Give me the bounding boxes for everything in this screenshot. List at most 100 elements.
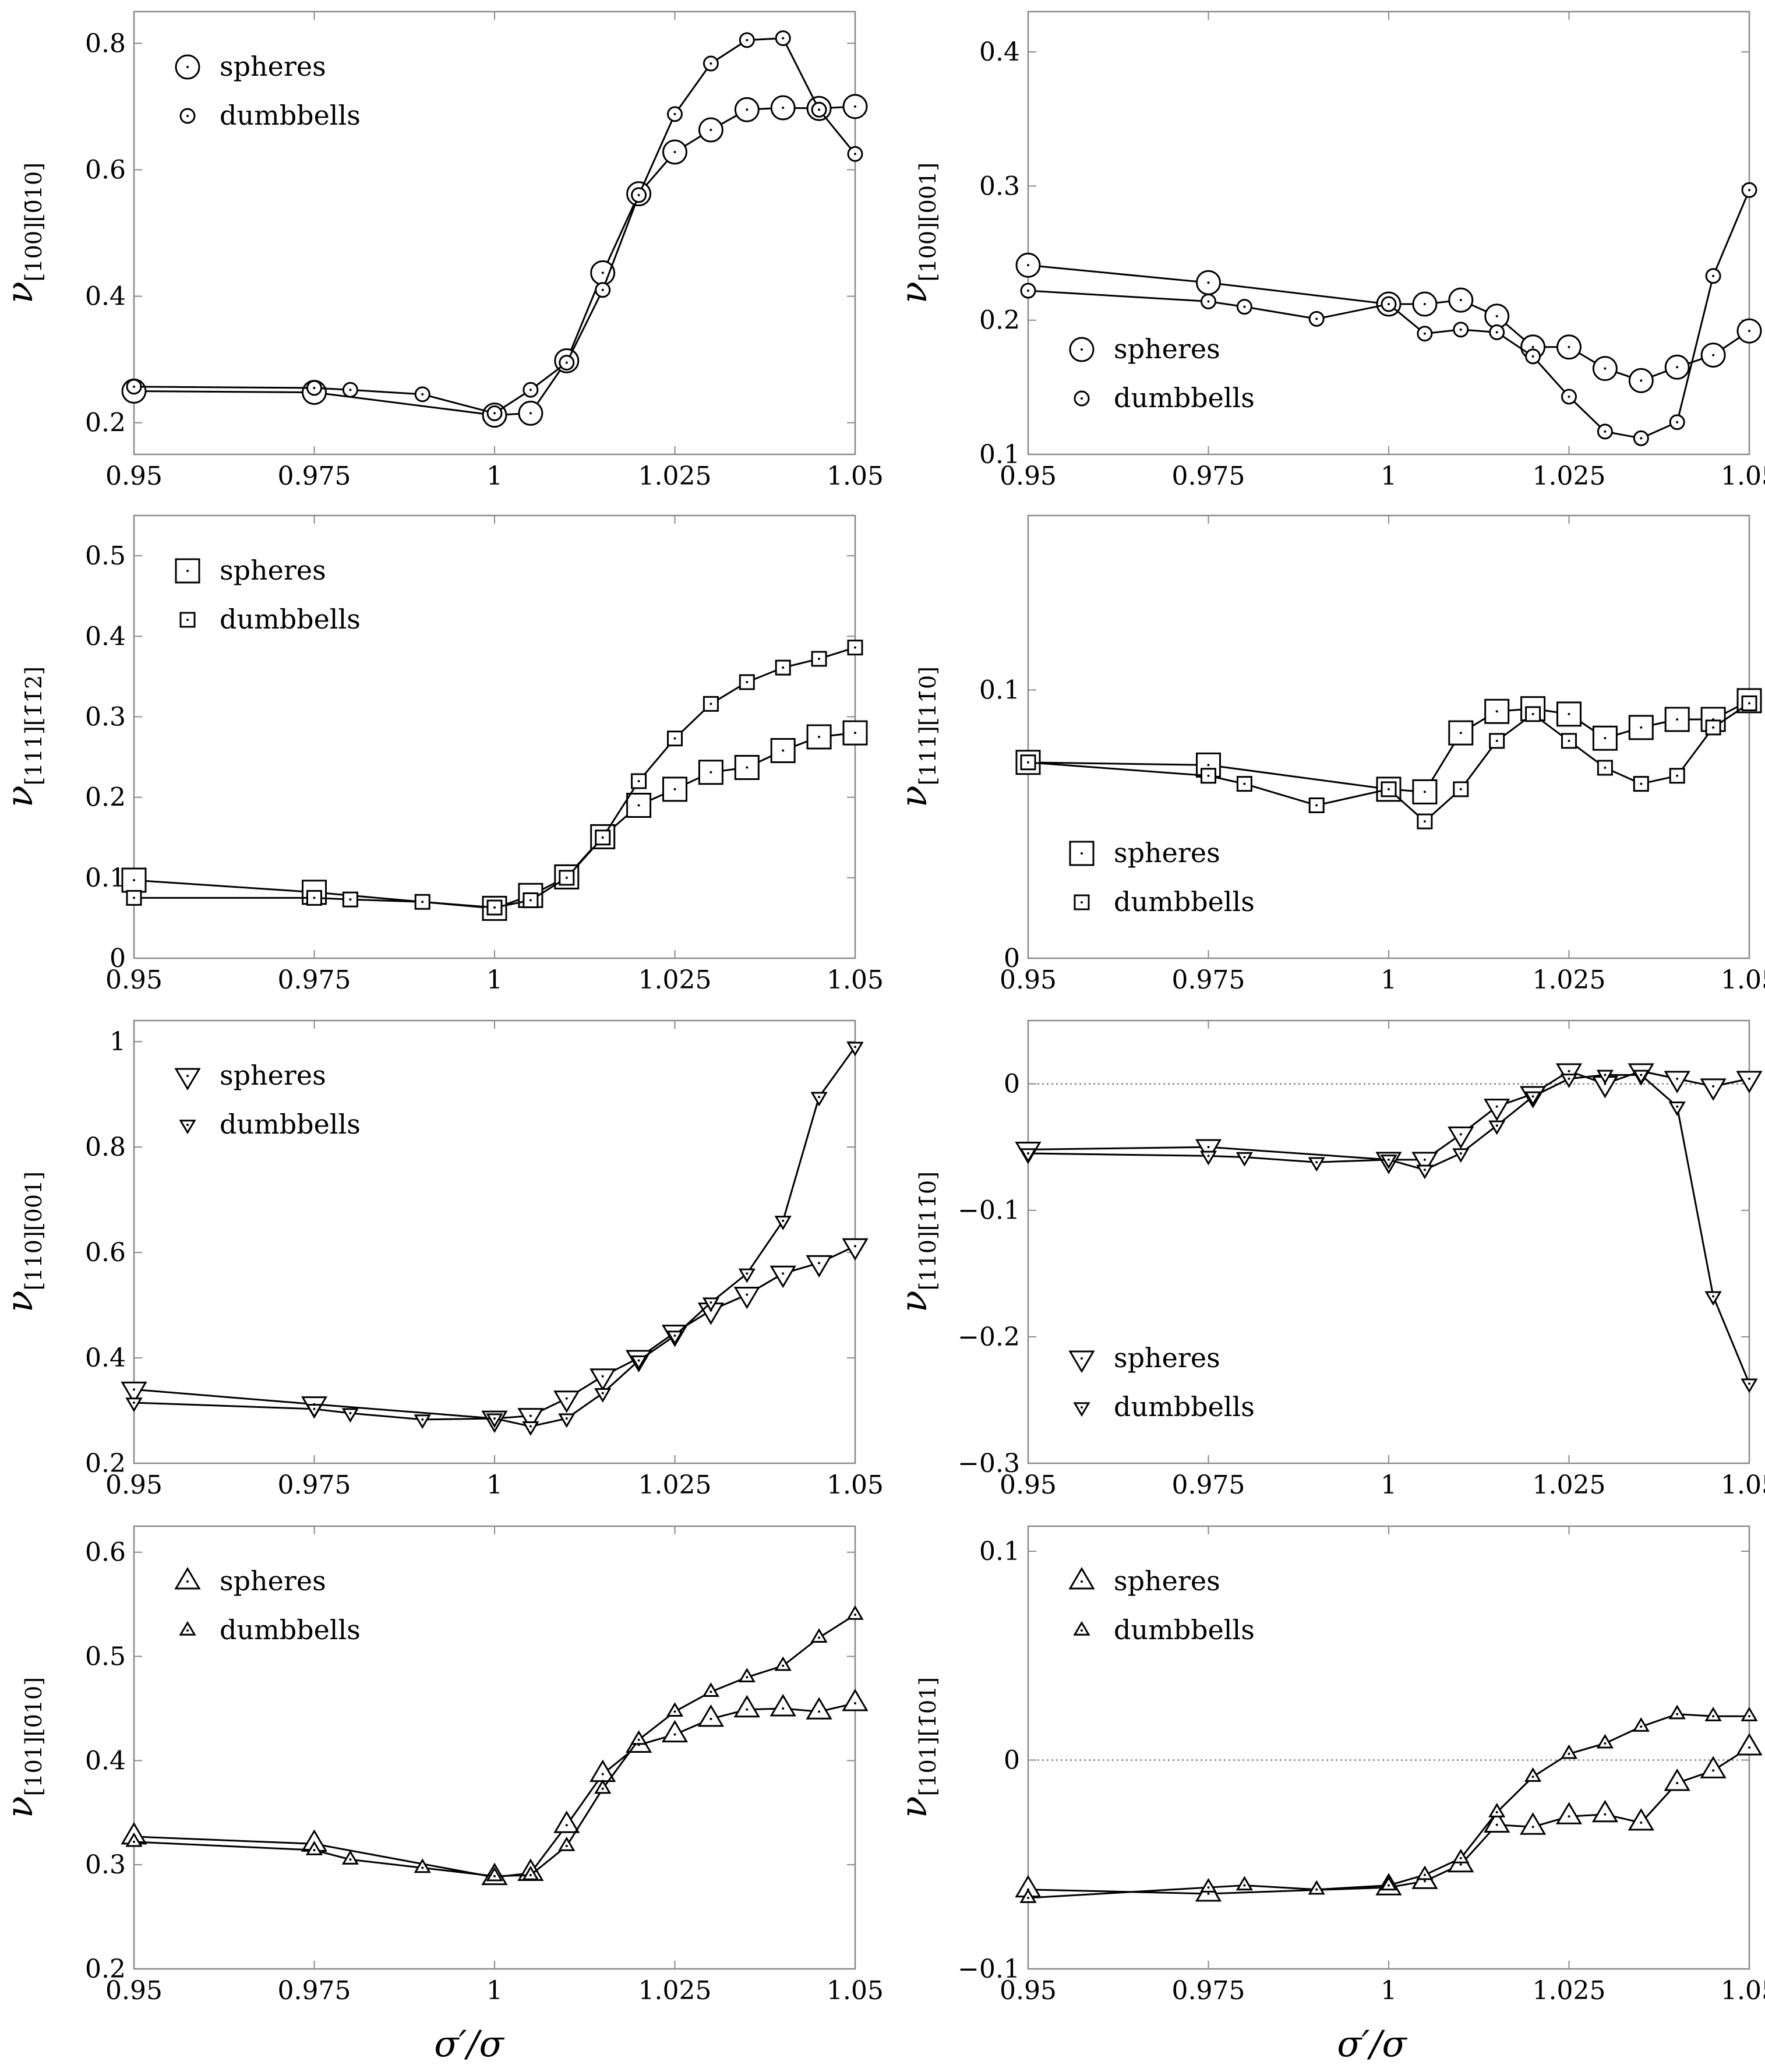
data-point-dumbbells: [1308, 1157, 1325, 1172]
data-point-spheres: [769, 1693, 796, 1717]
data-point-dumbbells-dot: [421, 1866, 424, 1869]
panel-p111_112: 0.95 0.975 1 1.025 1.05 0 0.1 0.2 0.3 0.4 0.5 ν[111…: [0, 514, 884, 995]
legend-label-spheres: spheres: [1114, 837, 1220, 869]
x-tick-label: 1: [1381, 965, 1397, 995]
data-point-spheres-dot: [1604, 367, 1607, 370]
legend-label-spheres: spheres: [220, 51, 326, 82]
data-point-spheres: [1664, 1071, 1690, 1093]
y-tick-label: 0.4: [85, 282, 126, 312]
data-point-spheres-dot: [1568, 1069, 1570, 1072]
legend-marker-spheres-dot: [186, 1075, 189, 1077]
data-point-spheres-dot: [529, 1414, 532, 1417]
data-point-spheres-dot: [673, 151, 676, 154]
data-point-dumbbells: [1416, 1865, 1434, 1880]
series-dumbbells: [126, 640, 863, 916]
legend: spheres dumbbells: [1069, 837, 1255, 917]
data-point-spheres: [733, 1695, 760, 1718]
legend-marker-spheres-dot: [1081, 1580, 1083, 1583]
data-point-spheres-dot: [746, 108, 749, 111]
data-point-spheres-dot: [565, 1824, 568, 1827]
legend-label-dumbbells: dumbbells: [1114, 1391, 1255, 1422]
y-tick-label: 0.4: [979, 37, 1020, 67]
data-point-spheres: [553, 1390, 580, 1413]
data-point-spheres-dot: [818, 736, 821, 738]
data-point-spheres: [121, 1381, 147, 1404]
series-line-dumbbells: [1028, 1713, 1749, 1899]
x-tick-label: 1: [1381, 1976, 1397, 2006]
data-point-dumbbells-dot: [349, 1858, 352, 1861]
y-axis-label: ν[101][0̄10]: [0, 1677, 47, 1818]
data-point-spheres-dot: [709, 129, 712, 132]
data-point-spheres: [1700, 1078, 1727, 1101]
data-point-spheres: [697, 1704, 725, 1727]
x-tick-label: 0.95: [1000, 461, 1057, 491]
data-point-dumbbells-dot: [1027, 1152, 1029, 1155]
legend: spheres dumbbells: [1069, 333, 1255, 414]
x-tick-label: 1: [486, 1470, 503, 1500]
series-line-spheres: [133, 1702, 856, 1879]
data-point-dumbbells: [1524, 1091, 1542, 1106]
x-tick-label: 0.975: [278, 965, 351, 995]
y-tick-label: 0.4: [85, 1746, 126, 1776]
panel-p111_110: 0.95 0.975 1 1.025 1.05 0 0.1 ν[111][11̄0] spher…: [892, 514, 1765, 995]
data-point-dumbbells-dot: [1748, 1715, 1750, 1718]
data-point-dumbbells-dot: [782, 1664, 785, 1667]
data-point-dumbbells-dot: [1568, 1077, 1570, 1080]
panel-p101_010: 0.95 0.975 1 1.025 1.05 0.2 0.3 0.4 0.5 0.6 ν[101]…: [0, 1525, 884, 2006]
data-point-spheres: [1484, 1810, 1510, 1833]
legend-label-dumbbells: dumbbells: [220, 1614, 361, 1646]
legend-label-spheres: spheres: [1114, 333, 1220, 365]
data-point-dumbbells: [1488, 1802, 1506, 1817]
data-point-dumbbells-dot: [673, 1335, 676, 1337]
y-axis-label-subscript: [100][0̄10]: [21, 163, 47, 281]
data-point-dumbbells-dot: [1640, 1074, 1643, 1076]
data-point-spheres-dot: [782, 749, 785, 752]
data-point-spheres-dot: [1676, 1781, 1679, 1784]
data-point-spheres-dot: [818, 1710, 821, 1713]
legend-marker-spheres: [174, 1068, 201, 1090]
data-point-dumbbells-dot: [1640, 782, 1643, 785]
data-point-dumbbells: [630, 1355, 648, 1370]
data-point-spheres-dot: [1423, 303, 1426, 306]
legend-marker-dumbbells-dot: [186, 619, 189, 621]
data-point-spheres: [733, 1286, 760, 1309]
y-tick-label: 0.1: [979, 440, 1020, 470]
data-point-dumbbells: [702, 1297, 720, 1312]
data-point-spheres: [806, 1697, 832, 1720]
y-tick-label: 0.2: [979, 306, 1020, 336]
legend-marker-dumbbells-dot: [1081, 901, 1083, 903]
data-point-spheres-dot: [1676, 718, 1679, 721]
data-point-dumbbells-dot: [782, 37, 785, 40]
legend-marker-dumbbells: [1073, 1621, 1090, 1636]
y-tick-label: −0.1: [958, 1954, 1020, 1984]
data-point-dumbbells-dot: [565, 361, 568, 364]
data-point-dumbbells-dot: [1604, 430, 1607, 433]
y-axis-label-symbol: ν: [0, 1290, 41, 1312]
series-dumbbells: [1019, 1704, 1758, 1903]
data-point-dumbbells: [1380, 1876, 1397, 1891]
data-point-spheres-dot: [1207, 1146, 1210, 1149]
data-point-spheres: [1700, 1756, 1727, 1778]
y-axis-label-subscript: [110][11̄0]: [915, 1171, 941, 1290]
y-axis-label: ν[100][001]: [892, 163, 941, 303]
data-point-dumbbells-dot: [1712, 1295, 1715, 1298]
data-point-dumbbells: [1416, 1164, 1434, 1180]
data-point-dumbbells-dot: [421, 901, 424, 903]
y-tick-label: 0: [1004, 1746, 1020, 1776]
data-point-spheres-dot: [782, 1707, 785, 1710]
data-point-dumbbells: [1199, 1878, 1217, 1893]
data-point-dumbbells-dot: [133, 385, 135, 388]
series-spheres: [1015, 252, 1762, 393]
y-axis-label-subscript: [110][001]: [21, 1171, 47, 1290]
legend-marker-spheres-dot: [186, 1580, 189, 1583]
panel-p100_010: 0.95 0.975 1 1.025 1.05 0.2 0.4 0.6 0.8 ν[100][0̄…: [0, 10, 884, 491]
data-point-dumbbells-dot: [854, 1614, 856, 1616]
data-point-dumbbells-dot: [1207, 774, 1210, 777]
x-tick-label: 1.025: [638, 461, 712, 491]
data-point-dumbbells-dot: [1604, 766, 1607, 769]
data-point-dumbbells-dot: [637, 780, 640, 782]
data-point-spheres: [842, 1689, 869, 1711]
data-point-spheres: [589, 1368, 616, 1391]
data-point-dumbbells-dot: [782, 666, 785, 669]
